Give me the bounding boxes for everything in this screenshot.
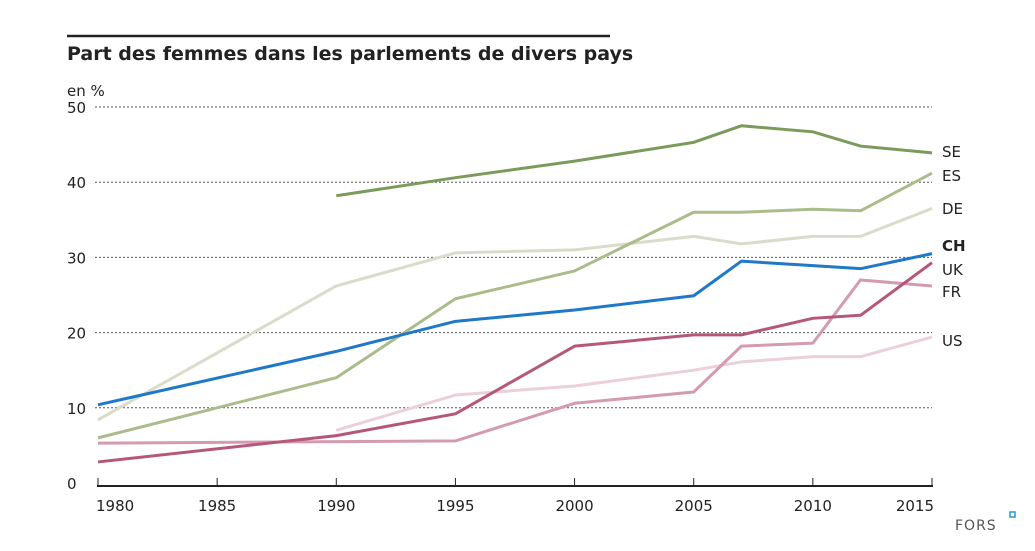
x-tick-label: 1995 — [436, 497, 474, 515]
series-line-us — [335, 335, 933, 432]
chart-title: Part des femmes dans les parlements de d… — [67, 43, 633, 65]
y-axis-label: en % — [67, 82, 105, 100]
x-tick-label: 1990 — [317, 497, 355, 515]
x-tick-label: 2015 — [896, 497, 934, 515]
series-label-ch: CH — [942, 237, 966, 255]
series-line-fr — [97, 278, 933, 445]
y-tick-label: 40 — [67, 174, 86, 192]
series-line-uk — [97, 261, 933, 464]
series-line-es — [97, 171, 933, 440]
series-label-es: ES — [942, 167, 961, 185]
x-tick-label: 1985 — [198, 497, 236, 515]
x-tick-label: 1980 — [96, 497, 134, 515]
fors-logo: FORS — [955, 518, 997, 534]
y-tick-label: 30 — [67, 249, 86, 267]
fors-logo-mark — [1009, 511, 1016, 518]
x-tick-label: 2010 — [794, 497, 832, 515]
x-tick-label: 2005 — [675, 497, 713, 515]
series-label-uk: UK — [942, 261, 964, 279]
series-label-de: DE — [942, 200, 963, 218]
series-line-se — [336, 124, 933, 198]
series-line-ch — [97, 252, 933, 407]
series-label-fr: FR — [942, 283, 961, 301]
x-tick-label: 2000 — [555, 497, 593, 515]
y-tick-label: 20 — [67, 325, 86, 343]
series-label-us: US — [942, 332, 963, 350]
y-tick-label: 50 — [67, 99, 86, 117]
series-label-se: SE — [942, 143, 961, 161]
y-tick-label: 10 — [67, 400, 86, 418]
series-line-de — [97, 207, 933, 422]
y-tick-label: 0 — [67, 475, 77, 493]
